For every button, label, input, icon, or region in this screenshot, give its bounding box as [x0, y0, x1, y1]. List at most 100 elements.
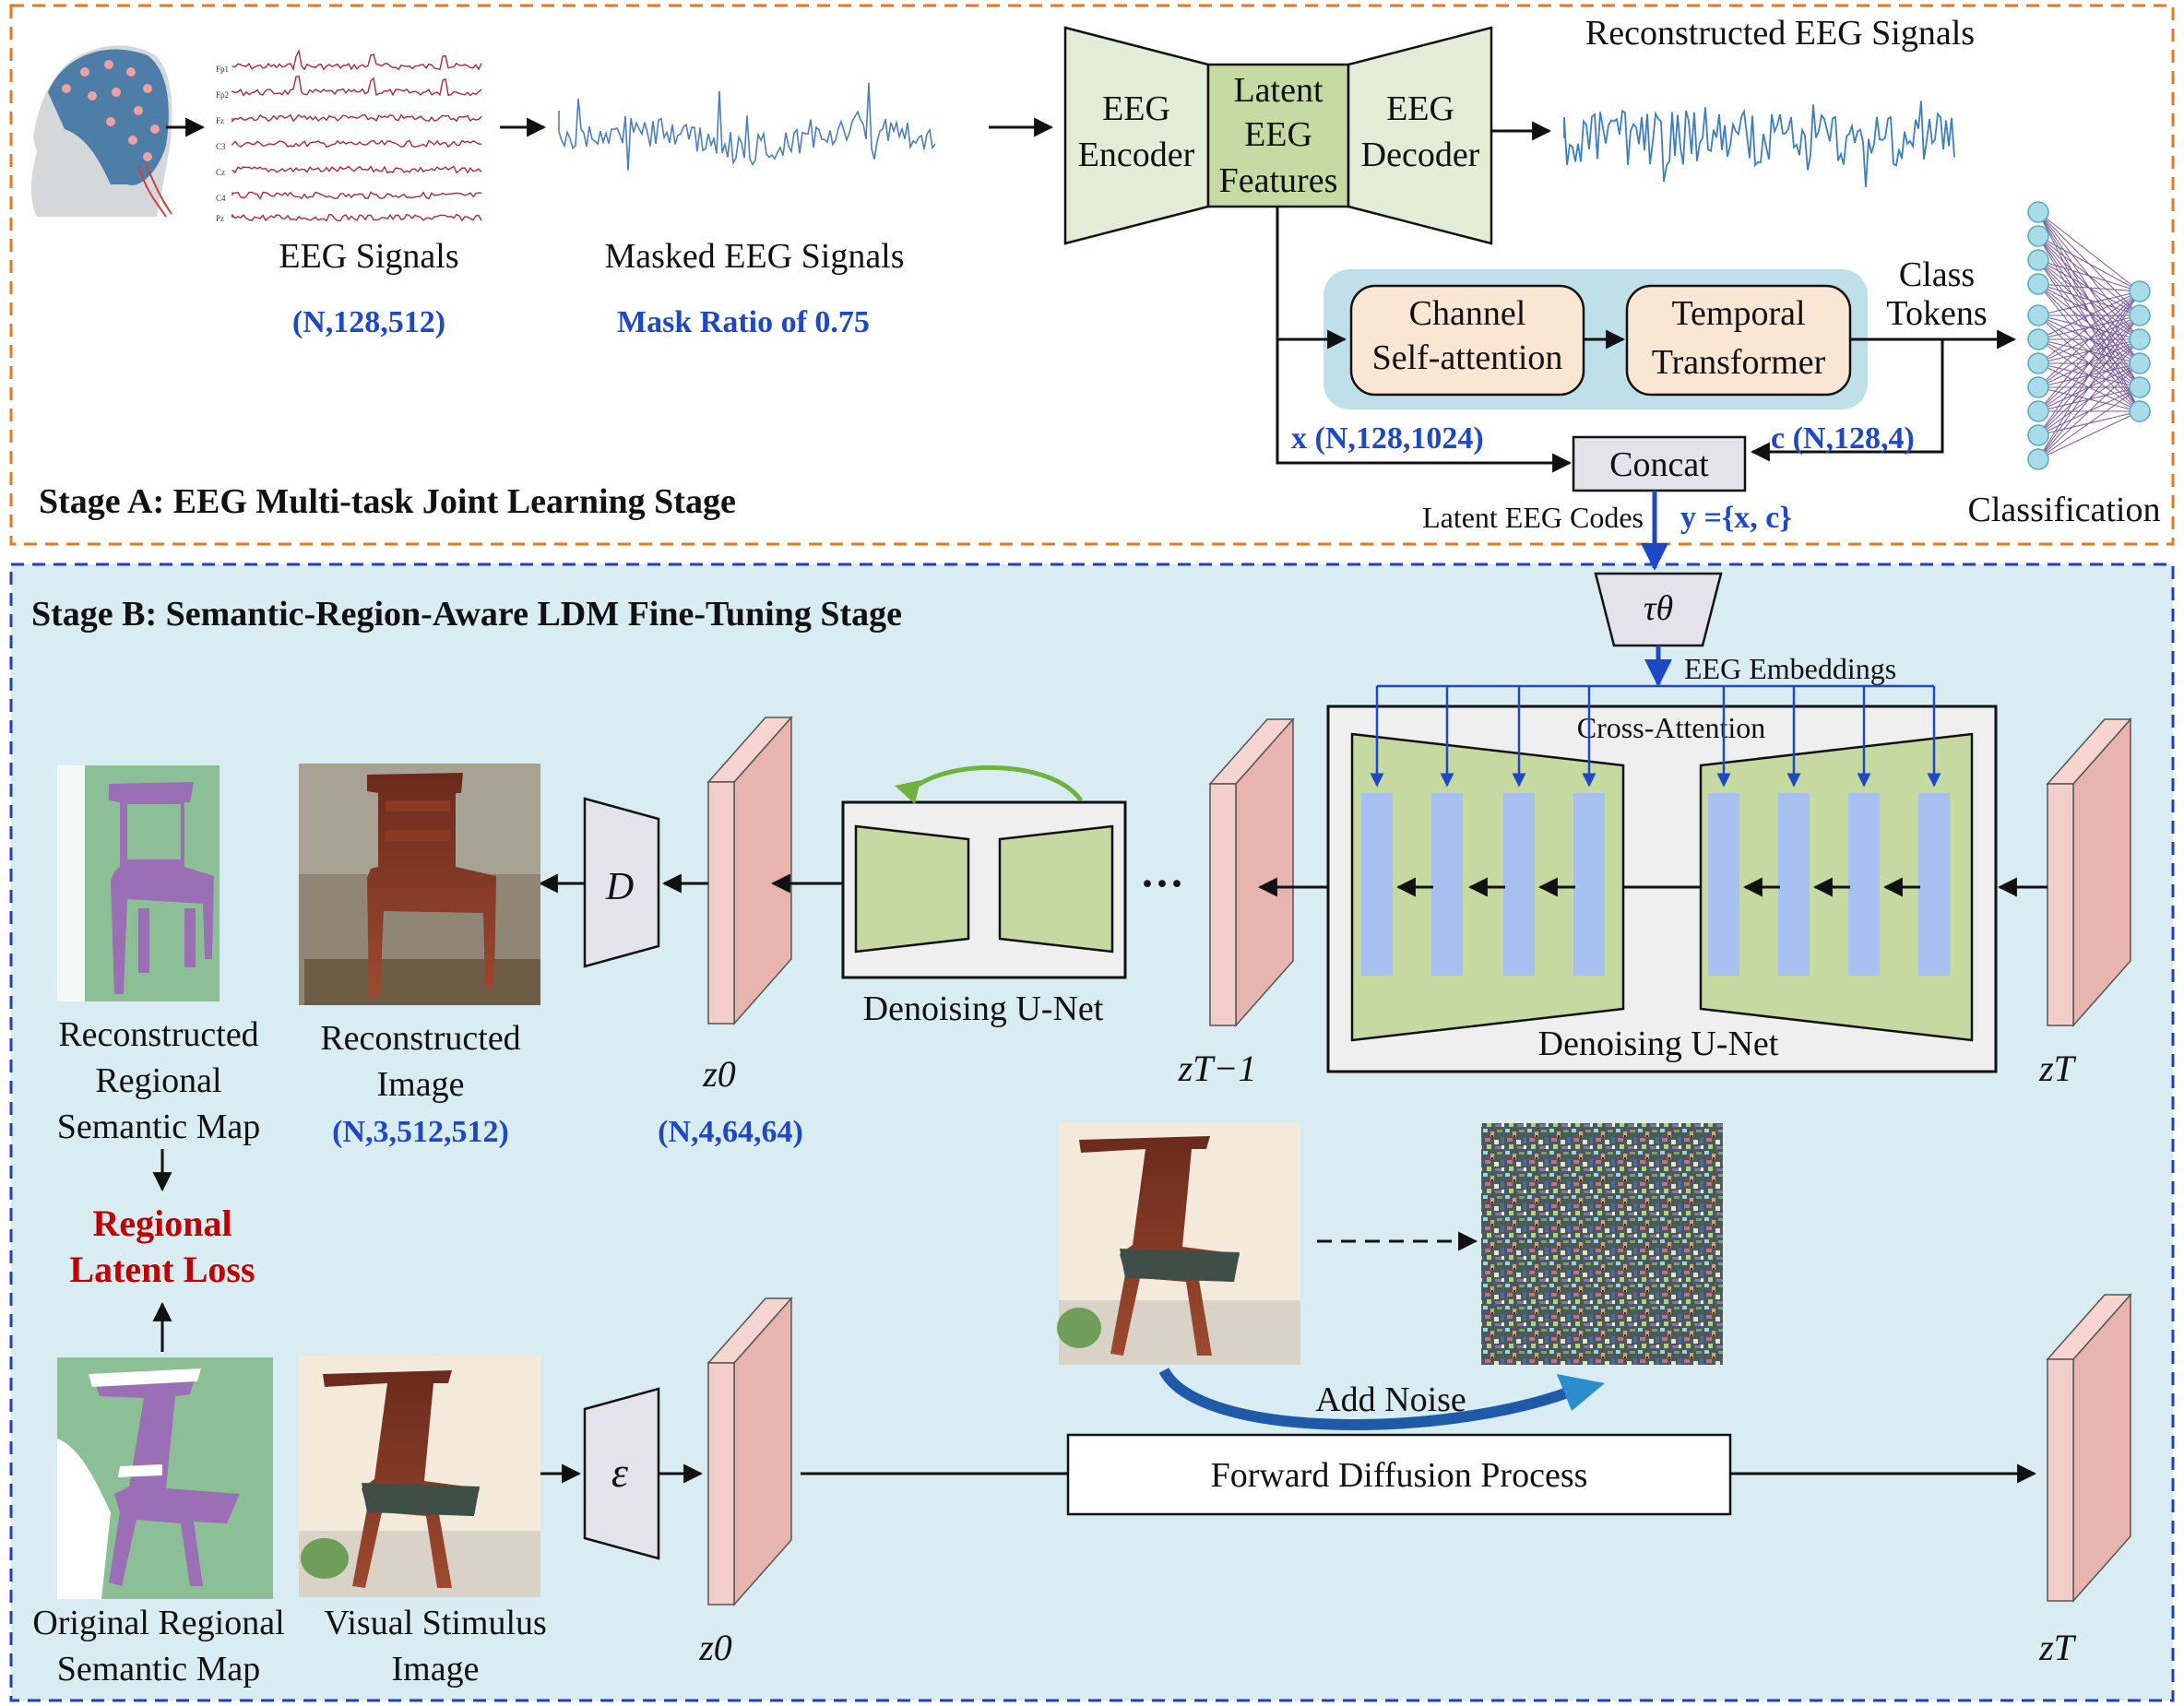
recon-image-label-1: Reconstructed	[320, 1019, 520, 1058]
classifier-edge	[2037, 290, 2141, 460]
x-shape-label: x (N,128,1024)	[1291, 421, 1484, 456]
latent-z0-bottom-front	[707, 1362, 735, 1605]
reconstructed-eeg-trace	[1563, 101, 1955, 188]
classifier-edge	[2037, 410, 2141, 460]
line-latent-to-concat	[1276, 339, 1573, 473]
latent-label-1: Latent	[1233, 71, 1323, 110]
classifier-edge	[2037, 386, 2141, 460]
classifier-edge	[2037, 290, 2141, 340]
eeg-decoder-block	[1347, 26, 1493, 245]
input-node	[2027, 225, 2049, 247]
mask-ratio: Mask Ratio of 0.75	[617, 305, 870, 339]
y-label: y ={x, c}	[1680, 501, 1792, 535]
svg-text:C3: C3	[216, 142, 226, 151]
attention-bar	[1778, 793, 1810, 976]
output-node	[2129, 352, 2151, 374]
orig-map-label-1: Original Regional	[32, 1604, 284, 1642]
encoder-label-2: Encoder	[1078, 136, 1195, 174]
z0-top-label: z0	[702, 1053, 736, 1095]
recon-image-label-2: Image	[377, 1065, 465, 1104]
add-noise-label: Add Noise	[1315, 1380, 1466, 1419]
forward-diffusion-label: Forward Diffusion Process	[1211, 1456, 1588, 1495]
recon-image-shape: (N,3,512,512)	[332, 1115, 509, 1149]
classifier-edge	[2037, 235, 2141, 292]
eeg-embeddings-label: EEG Embeddings	[1684, 652, 1896, 685]
input-node	[2027, 201, 2049, 223]
latent-label-2: EEG	[1244, 115, 1312, 154]
add-noise-arrow	[1158, 1367, 1571, 1430]
attention-bar	[1708, 793, 1739, 976]
channel-attn-label-1: Channel	[1409, 294, 1526, 333]
decoder-label-2: Decoder	[1361, 136, 1480, 174]
recon-map-label-1: Reconstructed	[58, 1015, 258, 1054]
ellipsis: ···	[1140, 859, 1184, 908]
svg-text:Cz: Cz	[216, 168, 225, 177]
visual-stimulus-image	[299, 1356, 540, 1597]
classifier-edge	[2037, 314, 2141, 460]
tau-theta-label: τθ	[1644, 589, 1673, 628]
z0-bottom-label: z0	[698, 1627, 732, 1668]
svg-text:Pz: Pz	[216, 214, 224, 223]
eeg-channel-trace	[231, 49, 482, 72]
decoder-symbol: D	[605, 866, 634, 908]
classifier-edge	[2037, 338, 2141, 460]
attention-bar	[1573, 793, 1605, 976]
class-tokens-label-2: Tokens	[1886, 294, 1987, 333]
attention-bar	[1361, 793, 1393, 976]
eeg-channel-trace	[231, 191, 482, 201]
regional-loss-label-2: Latent Loss	[69, 1249, 255, 1290]
latent-label-3: Features	[1219, 161, 1338, 200]
masked-signals-label: Masked EEG Signals	[604, 237, 904, 276]
visual-stimulus-label-2: Image	[392, 1650, 480, 1688]
attention-bar	[1503, 793, 1535, 976]
latent-zT-bottom-front	[2047, 1358, 2074, 1602]
masked-eeg-trace	[558, 82, 936, 171]
svg-text:C4: C4	[216, 194, 226, 203]
classifier-edge	[2037, 283, 2141, 412]
recon-map-label-3: Semantic Map	[57, 1108, 261, 1146]
latent-zT-minus-1-front	[1209, 783, 1237, 1026]
classifier-edge	[2037, 290, 2141, 316]
eeg-signals-plot: Fp1 Fp2 Fz C3 Cz C4 Pz	[216, 49, 482, 223]
classifier-edge	[2037, 290, 2141, 412]
classifier-edge	[2037, 283, 2141, 364]
classifier-edge	[2037, 283, 2141, 340]
encoder-symbol: ε	[611, 1449, 629, 1496]
input-node	[2027, 304, 2049, 326]
class-tokens-label-1: Class	[1899, 255, 1975, 294]
classifier-edge	[2037, 283, 2141, 388]
input-node	[2027, 448, 2049, 470]
output-node	[2129, 280, 2151, 302]
noise-image	[1481, 1123, 1723, 1365]
eeg-channel-trace	[231, 75, 482, 97]
latent-z0-top-front	[707, 781, 735, 1025]
input-node	[2027, 273, 2049, 295]
zT-top-label: zT	[2038, 1048, 2077, 1089]
classifier-network-icon	[2027, 201, 2151, 470]
attention-bar	[1848, 793, 1880, 976]
denoising-unet-label: Denoising U-Net	[1538, 1025, 1779, 1063]
output-node	[2129, 328, 2151, 350]
temporal-label-2: Transformer	[1652, 343, 1826, 382]
small-unet-right	[998, 824, 1114, 954]
concat-label: Concat	[1609, 445, 1709, 484]
small-unet-label: Denoising U-Net	[863, 989, 1104, 1028]
c-shape-label: c (N,128,4)	[1771, 421, 1915, 456]
reconstructed-signals-label: Reconstructed EEG Signals	[1585, 14, 1975, 53]
line-class-to-concat	[1750, 339, 1944, 462]
stimulus-thumbnail	[1057, 1123, 1300, 1365]
encoder-label-1: EEG	[1102, 89, 1170, 128]
svg-text:Fz: Fz	[216, 116, 224, 125]
loop-arrowhead	[895, 780, 920, 804]
classifier-edge	[2037, 211, 2141, 292]
svg-text:Fp1: Fp1	[216, 65, 229, 74]
input-node	[2027, 424, 2049, 446]
eeg-channel-trace	[231, 165, 482, 174]
input-node	[2027, 328, 2049, 350]
eeg-cap-head-icon	[30, 45, 172, 218]
classifier-edge	[2037, 290, 2141, 364]
output-node	[2129, 376, 2151, 398]
zT-bottom-label: zT	[2038, 1627, 2077, 1668]
eeg-channel-trace	[231, 213, 482, 222]
